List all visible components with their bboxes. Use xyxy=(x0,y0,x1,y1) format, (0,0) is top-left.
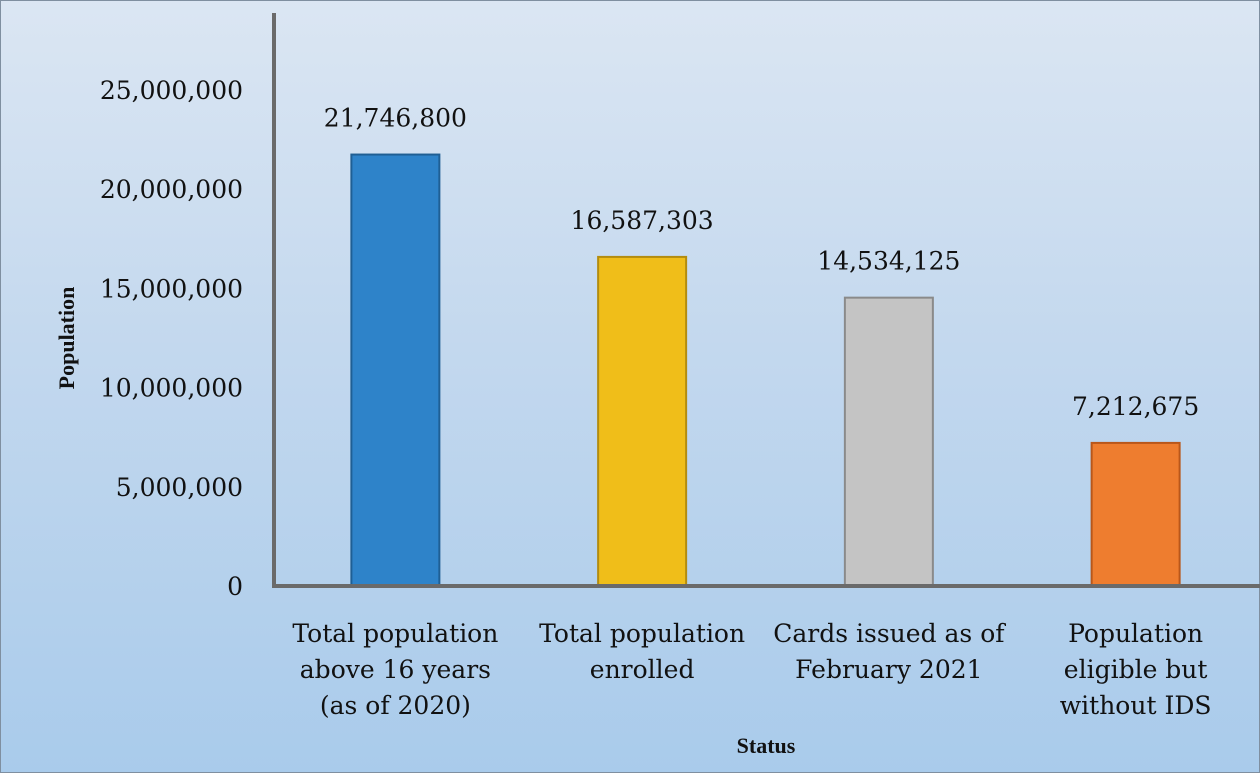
y-tick-label: 20,000,000 xyxy=(100,175,243,204)
x-axis-title: Status xyxy=(737,733,796,758)
x-tick-label: Cards issued as of xyxy=(773,619,1006,648)
y-tick-label: 5,000,000 xyxy=(116,473,243,502)
bar xyxy=(597,255,688,588)
bar xyxy=(843,296,934,587)
x-tick-label: above 16 years xyxy=(300,655,491,684)
data-label: 16,587,303 xyxy=(571,206,714,235)
data-label: 7,212,675 xyxy=(1072,392,1199,421)
y-tick-label: 0 xyxy=(227,572,243,601)
x-tick-label: enrolled xyxy=(590,655,695,684)
x-tick-label: Total population xyxy=(539,619,745,648)
data-label: 21,746,800 xyxy=(324,104,467,133)
bar xyxy=(1090,441,1181,588)
x-tick-label: Population xyxy=(1068,619,1203,648)
data-label: 14,534,125 xyxy=(817,247,960,276)
x-tick-label: without IDS xyxy=(1060,691,1212,720)
y-tick-label: 15,000,000 xyxy=(100,274,243,303)
x-tick-label: Total population xyxy=(292,619,498,648)
x-tick-label: (as of 2020) xyxy=(320,691,471,720)
x-tick-label: February 2021 xyxy=(795,655,982,684)
x-tick-label: eligible but xyxy=(1064,655,1208,684)
bar xyxy=(350,153,441,587)
y-tick-label: 10,000,000 xyxy=(100,374,243,403)
y-axis-title: Population xyxy=(54,287,79,390)
y-tick-label: 25,000,000 xyxy=(100,76,243,105)
